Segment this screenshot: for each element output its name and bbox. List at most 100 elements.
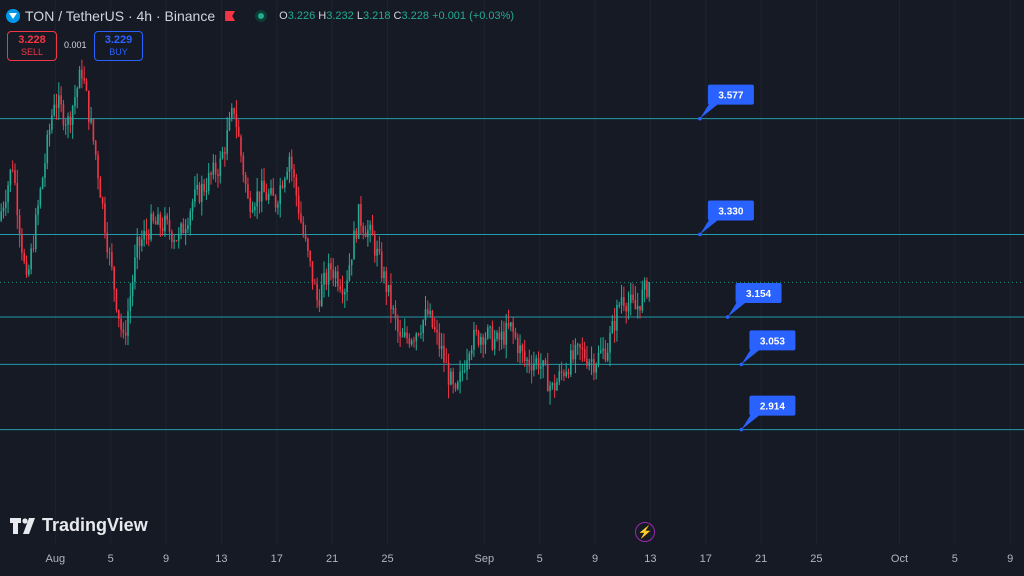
candle-body [0, 211, 2, 221]
candle-body [505, 322, 508, 345]
candle-body [212, 162, 215, 175]
candle-body [609, 332, 611, 353]
candle-body [279, 185, 282, 205]
candle-body [240, 136, 242, 156]
candle-body [452, 371, 454, 385]
sell-button[interactable]: 3.228 SELL [7, 31, 57, 61]
candle-body [334, 271, 337, 279]
x-tick-label: 9 [592, 553, 598, 565]
candle-body [634, 299, 637, 310]
candle-body [420, 333, 422, 335]
candle-body [85, 80, 88, 91]
lightning-icon[interactable]: ⚡ [635, 522, 655, 542]
candle-body [168, 219, 171, 232]
candle-body [18, 215, 21, 234]
candle-body [108, 252, 111, 254]
candle-body [424, 309, 427, 321]
level-label-box [749, 395, 796, 416]
candle-body [51, 115, 53, 130]
level-callout-pointer [727, 301, 748, 318]
candle-body [106, 232, 109, 253]
candle-body [360, 204, 362, 227]
candle-body [530, 365, 533, 371]
x-tick-label: 9 [163, 553, 169, 565]
candle-body [171, 231, 173, 242]
candle-body [237, 127, 240, 137]
candle-body [528, 359, 531, 366]
candle-body [7, 184, 9, 203]
candle-body [251, 210, 254, 212]
candle-body [646, 280, 648, 297]
candle-body [447, 362, 450, 385]
tradingview-logo[interactable]: TradingView [10, 515, 148, 536]
candle-body [385, 271, 388, 292]
candle-body [503, 331, 505, 345]
candle-body [104, 203, 106, 233]
symbol-title[interactable]: TON / TetherUS · 4h · Binance [25, 8, 216, 24]
candle-body [134, 257, 136, 282]
candle-body [576, 344, 579, 346]
candle-body [473, 329, 475, 350]
candle-body [390, 284, 392, 310]
candle-body [593, 359, 595, 373]
candle-body [173, 240, 175, 242]
buy-button[interactable]: 3.229 BUY [94, 31, 143, 61]
candle-body [470, 349, 473, 355]
candle-body [175, 240, 178, 242]
x-tick-label: 17 [271, 553, 283, 565]
candle-body [401, 336, 404, 338]
x-tick-label: 25 [381, 553, 393, 565]
candle-body [131, 281, 134, 297]
candle-body [143, 230, 145, 240]
candle-body [586, 358, 588, 366]
candle-body [616, 305, 618, 331]
level-anchor-dot [739, 427, 744, 432]
flag-icon[interactable] [225, 11, 236, 21]
candle-body [242, 155, 245, 175]
candle-body [194, 189, 196, 202]
candle-body [16, 183, 19, 216]
candle-body [55, 104, 58, 108]
candle-body [263, 180, 265, 193]
candle-body [558, 371, 561, 382]
candle-body [101, 197, 104, 204]
candle-body [83, 78, 85, 81]
candle-body [182, 223, 185, 234]
candle-body [233, 108, 235, 114]
candle-body [417, 333, 420, 335]
candle-body [507, 322, 510, 327]
candle-body [111, 252, 113, 267]
level-callout-pointer [741, 413, 762, 430]
candle-body [297, 195, 300, 214]
candle-body [537, 358, 540, 369]
candle-body [560, 371, 563, 373]
x-tick-label: 5 [537, 553, 543, 565]
candle-body [510, 322, 512, 327]
candle-body [641, 289, 644, 311]
candle-body [535, 358, 538, 364]
candle-body [219, 158, 222, 177]
ohlc-readout: O3.226 H3.232 L3.218 C3.228 +0.001 (+0.0… [279, 10, 515, 22]
candle-body [154, 220, 157, 225]
candle-body [304, 234, 307, 239]
candle-body [480, 336, 482, 345]
candle-body [498, 332, 501, 340]
candle-body [161, 227, 164, 232]
candle-body [526, 359, 528, 361]
candle-body [346, 280, 348, 292]
candle-body [281, 185, 284, 188]
candle-body [570, 350, 572, 375]
candle-body [429, 310, 431, 315]
candle-body [353, 230, 355, 260]
candle-body [466, 360, 468, 371]
candle-body [272, 188, 275, 196]
candle-body [468, 354, 471, 361]
candle-body [200, 183, 203, 202]
candle-body [189, 211, 192, 226]
candle-body [284, 178, 286, 188]
level-label: 3.577 [718, 91, 743, 102]
candle-body [408, 338, 411, 345]
candle-body [475, 329, 478, 332]
candle-body [191, 201, 194, 212]
